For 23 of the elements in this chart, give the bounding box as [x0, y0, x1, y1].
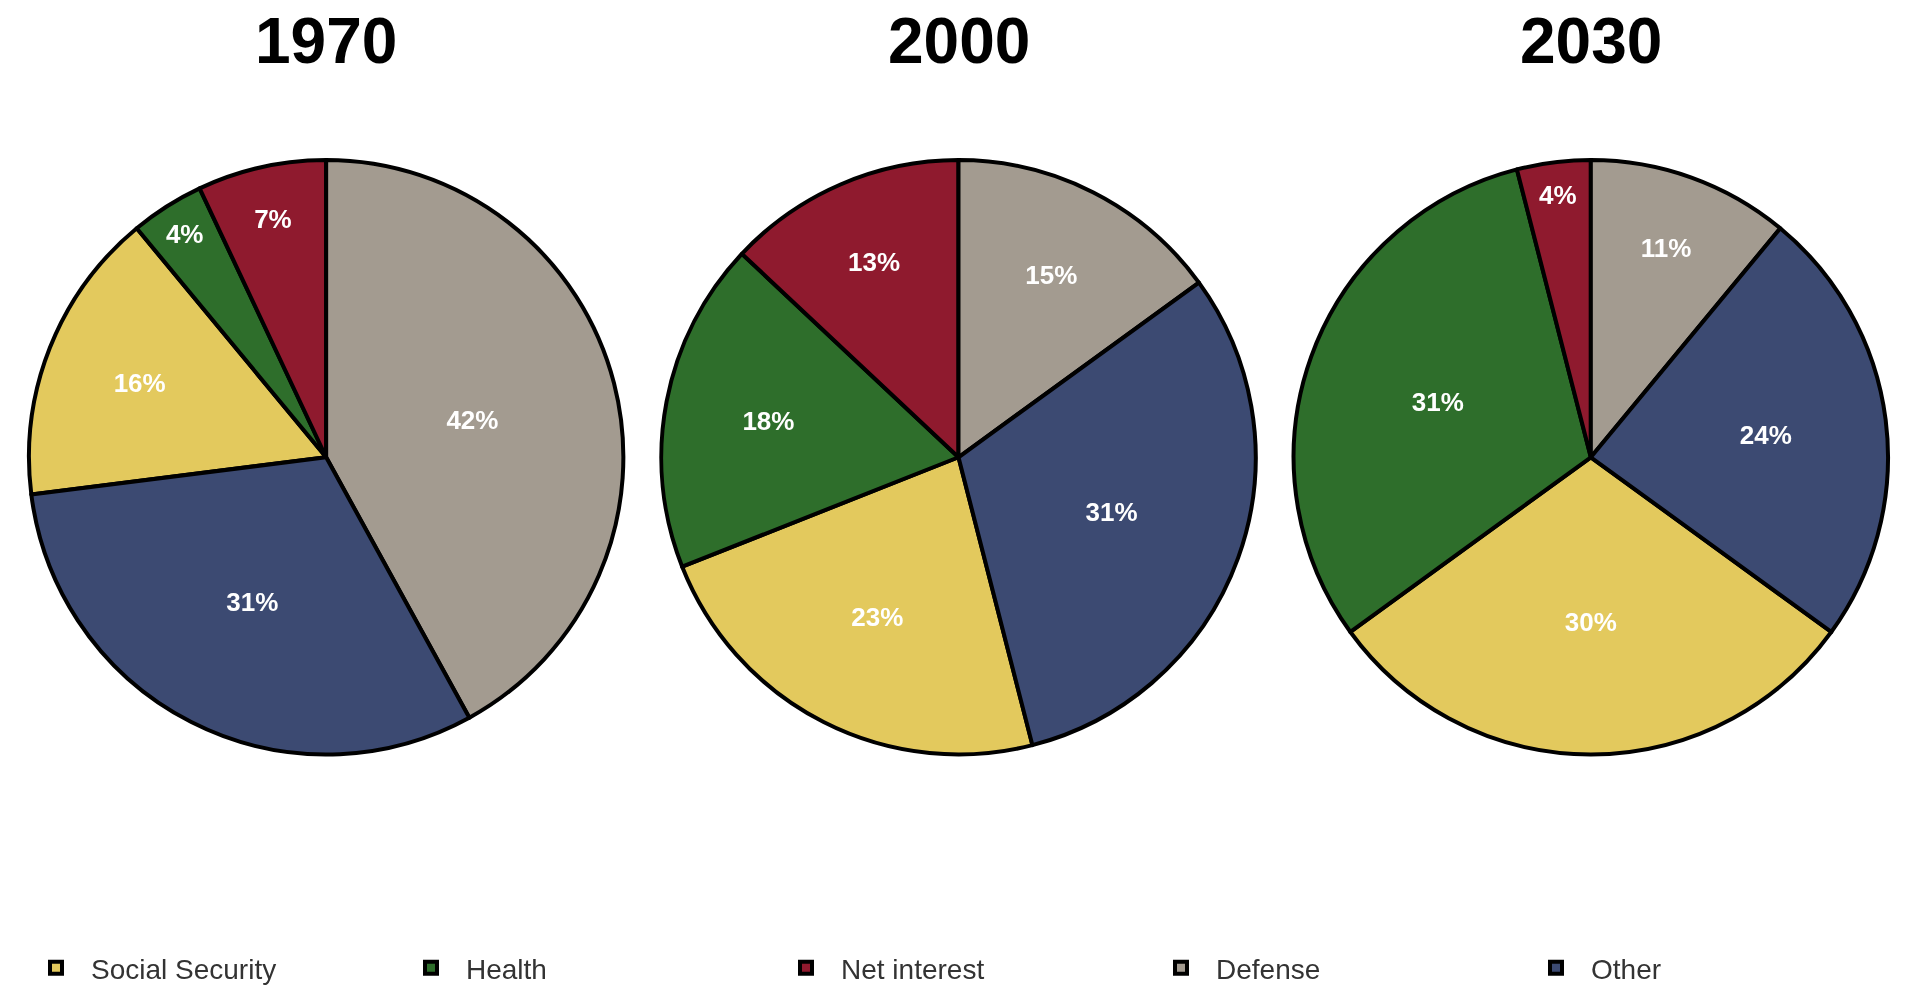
data-label: 18% — [742, 406, 795, 436]
data-label: 23% — [851, 601, 904, 632]
legend-label: Health — [466, 953, 547, 985]
data-label: 11% — [1640, 233, 1692, 264]
legend-label: Net interest — [841, 953, 985, 985]
data-label: 31% — [1411, 387, 1464, 418]
data-label: 13% — [848, 247, 901, 278]
data-label: 4% — [165, 219, 204, 250]
chart-title: 1970 — [255, 5, 398, 77]
data-label: 30% — [1564, 606, 1617, 637]
legend-label: Defense — [1216, 953, 1321, 985]
data-label: 42% — [446, 404, 499, 435]
legend-label: Other — [1591, 953, 1662, 985]
legend-label: Social Security — [91, 953, 277, 985]
data-label: 31% — [1085, 497, 1138, 528]
data-label: 15% — [1025, 260, 1078, 291]
data-label: 4% — [1538, 180, 1577, 211]
data-label: 31% — [226, 587, 279, 618]
data-label: 16% — [113, 368, 166, 399]
data-label: 7% — [254, 204, 292, 235]
chart-title: 2030 — [1520, 5, 1663, 77]
chart-title: 2000 — [888, 5, 1031, 77]
data-label: 24% — [1739, 420, 1792, 451]
